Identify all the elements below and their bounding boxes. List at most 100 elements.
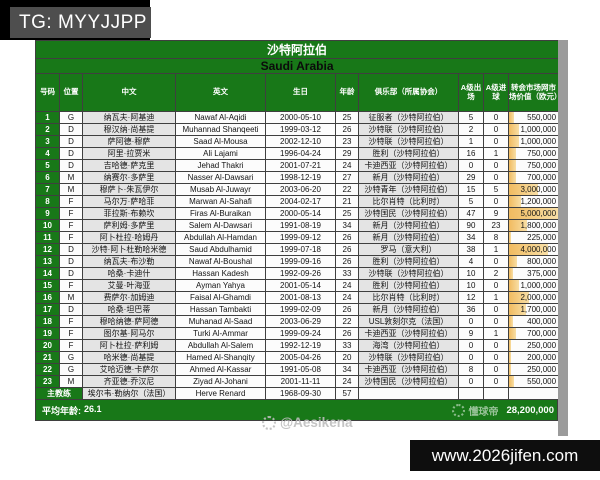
player-number: 22 <box>35 363 60 376</box>
age: 23 <box>335 135 359 148</box>
table-row: 1 G 纳瓦夫·阿基迪 Nawaf Al-Aqidi 2000-05-10 25 征服者（沙… <box>35 111 560 124</box>
goals: 0 <box>483 303 509 316</box>
birthday: 2005-04-26 <box>265 351 336 364</box>
position: F <box>59 207 83 220</box>
club: 征服者（沙特阿拉伯） <box>358 111 459 124</box>
age: 24 <box>335 159 359 172</box>
col-number: 号码 <box>35 73 60 112</box>
age: 25 <box>335 111 359 124</box>
market-value: 4,000,000 <box>507 243 560 256</box>
caps: 0 <box>458 351 484 364</box>
table-row: 18 F 穆哈纳德·萨阿德 Muhanad Al-Saad 2003-06-29 22 US… <box>35 315 560 328</box>
goals: 9 <box>483 207 509 220</box>
position: F <box>59 195 83 208</box>
player-number: 4 <box>35 147 60 160</box>
goals: 1 <box>483 147 509 160</box>
birthday: 2001-11-11 <box>265 375 336 388</box>
col-goals: A级进球 <box>483 73 509 112</box>
position: G <box>59 111 83 124</box>
name-en: Muhannad Shanqeeti <box>175 123 266 136</box>
club: 卡迪西亚（沙特阿拉伯） <box>358 363 459 376</box>
birthday: 1998-12-19 <box>265 171 336 184</box>
summary-bar: 平均年龄: 26.1 懂球帝 28,200,000 <box>35 400 558 421</box>
market-value: 1,200,000 <box>507 195 560 208</box>
birthday: 2001-05-14 <box>265 279 336 292</box>
market-value: 250,000 <box>507 363 560 376</box>
value-data-bar <box>509 244 549 255</box>
market-value: 700,000 <box>507 171 560 184</box>
name-en: Musab Al-Juwayr <box>175 183 266 196</box>
value-data-bar <box>509 184 539 195</box>
caps: 10 <box>458 267 484 280</box>
table-row: 20 F 阿卜杜拉·萨利姆 Abdullah Al-Salem 1992-12-19 33… <box>35 339 560 352</box>
birthday: 1999-07-18 <box>265 243 336 256</box>
col-name-cn: 中文 <box>82 73 176 112</box>
birthday: 1991-08-19 <box>265 219 336 232</box>
value-data-bar <box>509 160 517 171</box>
name-cn: 吉哈德·萨克里 <box>82 159 176 172</box>
table-row: 16 M 费萨尔·加姆迪 Faisal Al-Ghamdi 2001-08-13 24 比尔… <box>35 291 560 304</box>
position: F <box>59 339 83 352</box>
name-en: Muhanad Al-Saad <box>175 315 266 328</box>
name-cn: 马尔万·萨哈菲 <box>82 195 176 208</box>
birthday: 1999-09-16 <box>265 255 336 268</box>
club: 沙特国民（沙特阿拉伯） <box>358 375 459 388</box>
birthday: 2002-12-10 <box>265 135 336 148</box>
right-gray-strip <box>558 40 568 436</box>
name-cn: 穆汉纳·尚基提 <box>82 123 176 136</box>
goals: 0 <box>483 111 509 124</box>
market-value: 1,800,000 <box>507 219 560 232</box>
position: D <box>59 243 83 256</box>
name-cn: 费萨尔·加姆迪 <box>82 291 176 304</box>
position: G <box>59 363 83 376</box>
age: 29 <box>335 147 359 160</box>
player-number: 10 <box>35 219 60 232</box>
name-en: Abdullah Al-Salem <box>175 339 266 352</box>
coach-birthday: 1968-09-30 <box>265 387 336 400</box>
value-data-bar <box>509 376 515 387</box>
name-en: Firas Al-Buraikan <box>175 207 266 220</box>
name-en: Ziyad Al-Johani <box>175 375 266 388</box>
goals: 0 <box>483 135 509 148</box>
col-age: 年龄 <box>335 73 359 112</box>
average-age-label: 平均年龄: <box>42 405 81 416</box>
col-birthday: 生日 <box>265 73 336 112</box>
position: D <box>59 255 83 268</box>
position: F <box>59 279 83 292</box>
market-value: 800,000 <box>507 255 560 268</box>
value-data-bar <box>509 304 526 315</box>
coach-label: 主教练 <box>35 387 83 400</box>
value-data-bar <box>509 340 512 351</box>
value-data-bar <box>509 124 519 135</box>
caps: 36 <box>458 303 484 316</box>
caps: 5 <box>458 111 484 124</box>
name-cn: 齐亚德·乔汉尼 <box>82 375 176 388</box>
birthday: 2001-07-21 <box>265 159 336 172</box>
roster-table: 沙特阿拉伯 Saudi Arabia 号码 位置 中文 英文 生日 年龄 俱乐部… <box>34 40 560 400</box>
club: 卡迪西亚（沙特阿拉伯） <box>358 327 459 340</box>
birthday: 2003-06-20 <box>265 183 336 196</box>
player-number: 14 <box>35 267 60 280</box>
market-value: 1,000,000 <box>507 123 560 136</box>
market-value: 1,000,000 <box>507 135 560 148</box>
caps: 0 <box>458 375 484 388</box>
market-value: 2,000,000 <box>507 291 560 304</box>
birthday: 2003-06-29 <box>265 315 336 328</box>
age: 33 <box>335 267 359 280</box>
position: D <box>59 135 83 148</box>
age: 22 <box>335 183 359 196</box>
goals: 0 <box>483 363 509 376</box>
age: 25 <box>335 207 359 220</box>
value-data-bar <box>509 352 511 363</box>
age: 26 <box>335 231 359 244</box>
player-number: 16 <box>35 291 60 304</box>
market-value: 1,000,000 <box>507 279 560 292</box>
name-en: Jehad Thakri <box>175 159 266 172</box>
player-number: 9 <box>35 207 60 220</box>
goals: 0 <box>483 315 509 328</box>
birthday: 1992-09-26 <box>265 267 336 280</box>
coach-name-cn: 埃尔韦·勒纳尔（法国） <box>82 387 176 400</box>
name-cn: 阿里·拉贾米 <box>82 147 176 160</box>
caps: 15 <box>458 183 484 196</box>
table-row: 12 D 沙特·阿卜杜勒哈米德 Saud Abdulhamid 1999-07-18 26… <box>35 243 560 256</box>
